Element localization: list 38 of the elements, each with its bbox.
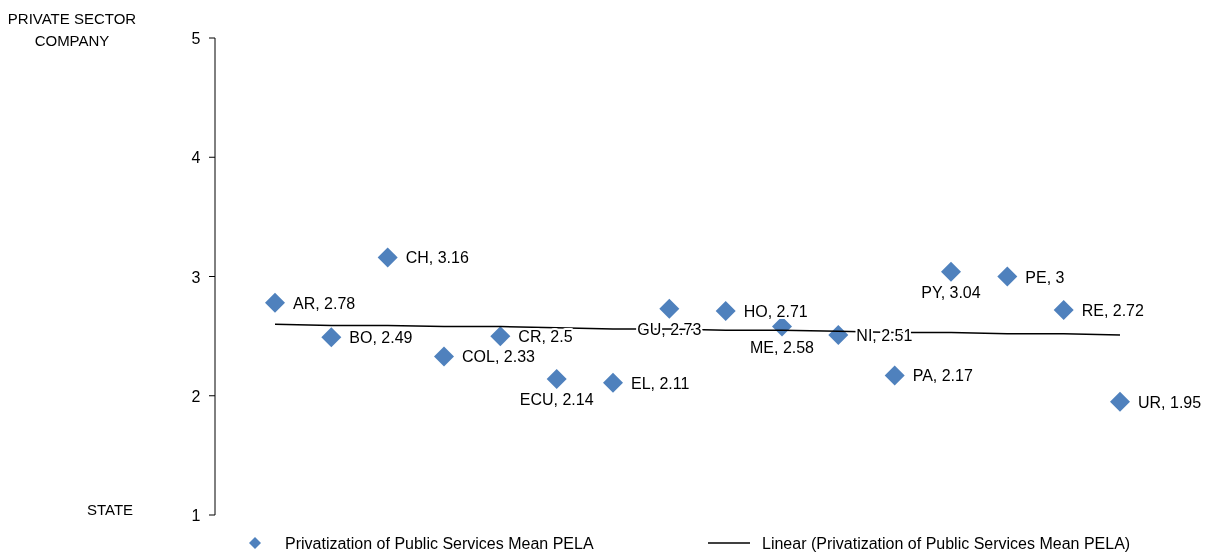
data-label: ME, 2.58 — [749, 338, 815, 356]
point — [997, 266, 1018, 287]
data-label: CR, 2.5 — [518, 328, 573, 346]
point — [321, 327, 342, 348]
data-label: AR, 2.78 — [293, 294, 356, 312]
data-label: COL, 2.33 — [462, 348, 536, 366]
text: PRIVATE SECTOR COMPANY — [7, 10, 137, 49]
data-label: CH, 3.16 — [405, 249, 469, 267]
data-label: UR, 1.95 — [1138, 393, 1202, 411]
text: STATE — [86, 501, 134, 518]
point — [1110, 391, 1130, 412]
data-label: PE, 3 — [1025, 268, 1065, 286]
point — [377, 247, 398, 268]
point — [434, 346, 454, 367]
data-label: BO, 2.49 — [349, 329, 413, 347]
point — [828, 324, 849, 345]
legend-label: Privatization of Public Services Mean PELA — [285, 535, 594, 552]
point — [659, 298, 680, 319]
point — [265, 292, 285, 313]
point — [884, 365, 905, 386]
y-tick-label: 2 — [191, 387, 201, 405]
data-label: EL, 2.11 — [631, 374, 690, 392]
y-tick-label: 1 — [191, 507, 201, 524]
data-label: HO, 2.71 — [743, 303, 808, 321]
legend-label: Linear (Privatization of Public Services Mean PELA) — [762, 535, 1131, 552]
point — [715, 301, 736, 322]
y-tick-label: 3 — [191, 268, 201, 286]
data-label: PY, 3.04 — [921, 283, 981, 301]
data-label: PA, 2.17 — [912, 367, 973, 385]
data-label: ECU, 2.14 — [519, 391, 594, 409]
point — [603, 372, 623, 393]
data-label: RE, 2.72 — [1081, 301, 1145, 319]
y-tick-label: 5 — [191, 30, 201, 47]
point — [546, 369, 567, 390]
point — [941, 261, 961, 282]
point — [1053, 299, 1074, 320]
y-tick-label: 4 — [191, 149, 201, 167]
point — [490, 326, 511, 347]
